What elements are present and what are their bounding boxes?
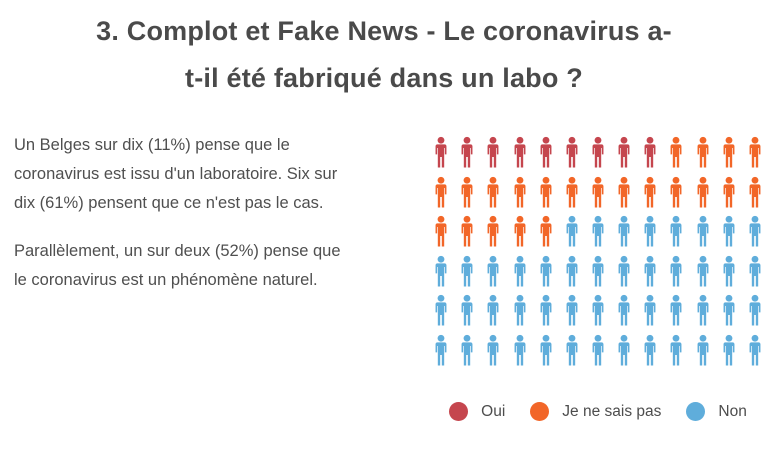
legend-label-oui: Oui — [481, 402, 506, 420]
page-title-line1: 3. Complot et Fake News - Le coronavirus… — [96, 16, 672, 46]
person-icon-non — [640, 255, 660, 288]
person-icon-je-ne-sais-pas — [431, 215, 451, 248]
person-icon-je-ne-sais-pas — [431, 176, 451, 209]
person-icon-non — [719, 255, 739, 288]
person-icon-non — [562, 255, 582, 288]
person-icon-non — [457, 294, 477, 327]
person-icon-oui — [640, 136, 660, 169]
person-icon-non — [666, 334, 686, 367]
person-icon-non — [588, 255, 608, 288]
person-icon-non — [719, 334, 739, 367]
person-icon-je-ne-sais-pas — [536, 215, 556, 248]
person-icon-non — [562, 215, 582, 248]
legend-dot-non — [686, 402, 706, 421]
person-icon-non — [719, 215, 739, 248]
page-title-line2: t-il été fabriqué dans un labo ? — [185, 63, 583, 93]
person-icon-je-ne-sais-pas — [457, 215, 477, 248]
person-icon-non — [536, 255, 556, 288]
person-icon-non — [483, 255, 503, 288]
person-icon-oui — [457, 136, 477, 169]
person-icon-non — [457, 334, 477, 367]
legend-dot-oui — [449, 402, 469, 421]
description-paragraph-1: Un Belges sur dix (11%) pense que le cor… — [14, 136, 338, 212]
person-icon-non — [588, 334, 608, 367]
description-paragraph-2: Parallèlement, un sur deux (52%) pense q… — [14, 242, 341, 289]
legend-label-non: Non — [718, 402, 747, 420]
person-icon-non — [640, 334, 660, 367]
person-icon-non — [719, 294, 739, 327]
person-icon-je-ne-sais-pas — [588, 176, 608, 209]
person-icon-je-ne-sais-pas — [745, 176, 765, 209]
person-icon-non — [536, 334, 556, 367]
person-icon-je-ne-sais-pas — [666, 136, 686, 169]
person-icon-non — [745, 334, 765, 367]
person-icon-non — [536, 294, 556, 327]
person-icon-non — [745, 215, 765, 248]
person-icon-je-ne-sais-pas — [483, 176, 503, 209]
person-icon-non — [693, 334, 713, 367]
person-icon-je-ne-sais-pas — [483, 215, 503, 248]
person-icon-oui — [588, 136, 608, 169]
legend-label-je-ne-sais-pas: Je ne sais pas — [562, 402, 662, 420]
legend-item-oui: Oui — [449, 402, 505, 421]
person-icon-je-ne-sais-pas — [666, 176, 686, 209]
person-icon-je-ne-sais-pas — [536, 176, 556, 209]
person-icon-non — [614, 255, 634, 288]
person-icon-je-ne-sais-pas — [640, 176, 660, 209]
person-icon-non — [666, 215, 686, 248]
person-icon-oui — [614, 136, 634, 169]
person-icon-non — [666, 294, 686, 327]
person-icon-je-ne-sais-pas — [562, 176, 582, 209]
person-icon-non — [483, 294, 503, 327]
person-icon-oui — [510, 136, 530, 169]
person-icon-oui — [536, 136, 556, 169]
person-icon-je-ne-sais-pas — [693, 176, 713, 209]
legend-dot-je-ne-sais-pas — [530, 402, 550, 421]
person-icon-non — [614, 334, 634, 367]
person-icon-oui — [483, 136, 503, 169]
legend-item-non: Non — [686, 402, 747, 421]
person-icon-non — [666, 255, 686, 288]
person-icon-non — [510, 334, 530, 367]
person-icon-oui — [562, 136, 582, 169]
person-icon-non — [693, 255, 713, 288]
person-icon-non — [457, 255, 477, 288]
person-icon-non — [510, 255, 530, 288]
person-icon-non — [562, 294, 582, 327]
person-icon-non — [745, 255, 765, 288]
person-icon-je-ne-sais-pas — [719, 136, 739, 169]
person-icon-je-ne-sais-pas — [510, 215, 530, 248]
person-icon-non — [588, 215, 608, 248]
person-icon-non — [640, 215, 660, 248]
person-icon-non — [640, 294, 660, 327]
person-icon-je-ne-sais-pas — [457, 176, 477, 209]
person-icon-oui — [431, 136, 451, 169]
description-text: Un Belges sur dix (11%) pense que le cor… — [14, 131, 350, 295]
person-icon-non — [588, 294, 608, 327]
chart-legend: Oui Je ne sais pas Non — [428, 402, 768, 421]
person-icon-non — [431, 255, 451, 288]
person-icon-non — [693, 294, 713, 327]
person-icon-non — [693, 215, 713, 248]
person-icon-je-ne-sais-pas — [614, 176, 634, 209]
person-icon-non — [510, 294, 530, 327]
legend-item-je-ne-sais-pas: Je ne sais pas — [530, 402, 661, 421]
person-icon-je-ne-sais-pas — [693, 136, 713, 169]
pictogram-grid — [428, 136, 768, 373]
person-icon-non — [562, 334, 582, 367]
person-icon-je-ne-sais-pas — [719, 176, 739, 209]
person-icon-je-ne-sais-pas — [510, 176, 530, 209]
person-icon-non — [431, 334, 451, 367]
person-icon-non — [483, 334, 503, 367]
person-icon-je-ne-sais-pas — [745, 136, 765, 169]
page-title: 3. Complot et Fake News - Le coronavirus… — [0, 8, 768, 102]
person-icon-non — [745, 294, 765, 327]
person-icon-non — [614, 215, 634, 248]
person-icon-non — [614, 294, 634, 327]
person-icon-non — [431, 294, 451, 327]
